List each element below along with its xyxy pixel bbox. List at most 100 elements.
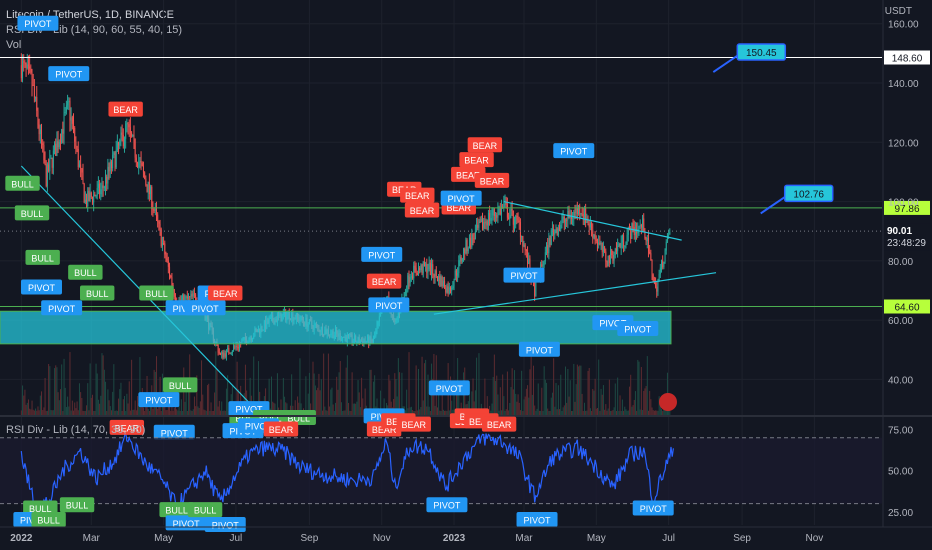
volume-bar xyxy=(508,410,510,415)
candle-body xyxy=(632,223,634,228)
candle-body xyxy=(71,117,73,124)
volume-bar xyxy=(413,410,415,415)
candle-body xyxy=(486,221,488,226)
volume-bar xyxy=(401,372,403,415)
volume-bar xyxy=(535,410,537,415)
volume-bar xyxy=(350,410,352,415)
rsi-title[interactable]: RSI Div - Lib (14, 70, 30, 90) xyxy=(6,424,146,436)
volume-bar xyxy=(458,395,460,415)
candle-body xyxy=(461,258,463,262)
volume-bar xyxy=(599,410,601,415)
volume-bar xyxy=(646,356,648,415)
volume-bar xyxy=(314,385,316,415)
volume-bar xyxy=(102,355,104,415)
volume-bar xyxy=(337,389,339,415)
candle-body xyxy=(48,164,50,172)
volume-bar xyxy=(323,353,325,415)
candle-body xyxy=(561,219,563,225)
candle-body xyxy=(594,234,596,240)
candle-body xyxy=(164,243,166,255)
volume-bar xyxy=(326,410,328,415)
volume-bar xyxy=(412,409,414,415)
flag-icon xyxy=(659,393,677,411)
volume-bar xyxy=(343,410,345,415)
candle-body xyxy=(33,85,35,98)
volume-bar xyxy=(312,361,314,415)
candle-body xyxy=(446,286,448,293)
volume-bar xyxy=(370,369,372,415)
candle-body xyxy=(455,270,457,276)
volume-bar xyxy=(310,403,312,415)
candle-body xyxy=(119,139,121,146)
volume-bar xyxy=(613,407,615,415)
target-box xyxy=(783,184,834,203)
volume-bar xyxy=(512,389,514,415)
price-tick: 100.00 xyxy=(888,198,919,209)
candle-body xyxy=(231,351,233,353)
candle-body xyxy=(435,270,437,277)
rsi-signal-box xyxy=(396,416,431,432)
volume-bar xyxy=(30,409,32,415)
candle-body xyxy=(614,248,616,255)
volume-bar xyxy=(655,410,657,415)
candle-body xyxy=(223,353,225,358)
volume-bar xyxy=(490,410,492,415)
x-tick: Sep xyxy=(733,533,751,544)
candle-body xyxy=(658,274,660,281)
candle-body xyxy=(173,289,175,297)
candle-body xyxy=(135,157,137,163)
last-price-tag xyxy=(884,223,930,251)
volume-bar xyxy=(474,390,476,415)
candle-body xyxy=(38,124,40,135)
candle-body xyxy=(518,220,520,223)
signal-label: BEAR xyxy=(113,105,138,115)
signal-label: PIVOT xyxy=(368,250,396,260)
candle-body xyxy=(36,97,38,111)
volume-bar xyxy=(588,367,590,415)
candle-body xyxy=(192,293,194,297)
signal-box xyxy=(467,137,503,153)
volume-bar xyxy=(78,383,80,415)
candle-body xyxy=(415,267,417,273)
volume-bar xyxy=(509,402,511,415)
volume-bar xyxy=(562,407,564,415)
volume-bar xyxy=(637,359,639,415)
volume-bar xyxy=(305,376,307,415)
volume-bar xyxy=(284,396,286,415)
candle-body xyxy=(442,281,444,287)
candle-body xyxy=(193,293,195,295)
candle-body xyxy=(502,206,504,208)
candle-body xyxy=(519,222,521,238)
candle-body xyxy=(593,234,595,238)
volume-bar xyxy=(89,363,91,415)
volume-bar xyxy=(318,373,320,415)
candle-body xyxy=(50,157,52,159)
candle-body xyxy=(221,352,223,355)
candle-body xyxy=(659,267,661,275)
volume-bar xyxy=(586,410,588,415)
volume-bar xyxy=(142,407,144,415)
volume-bar xyxy=(134,400,136,415)
candle-body xyxy=(89,192,91,201)
signal-label: PIVOT xyxy=(436,384,464,394)
candle-body xyxy=(579,205,581,215)
volume-label[interactable]: Vol xyxy=(6,39,22,51)
volume-bar xyxy=(404,410,406,415)
volume-bar xyxy=(351,372,353,415)
volume-bar xyxy=(286,403,288,415)
signal-box xyxy=(404,202,440,218)
volume-bar xyxy=(198,407,200,415)
signal-box xyxy=(503,267,545,283)
candle-body xyxy=(43,145,45,161)
signal-label: BEAR xyxy=(456,170,481,180)
candle-body xyxy=(479,221,481,223)
volume-bar xyxy=(434,405,436,415)
volume-bar xyxy=(643,390,645,415)
volume-bar xyxy=(32,409,34,415)
volume-bar xyxy=(126,393,128,415)
rsi-signal-label: BULL xyxy=(194,506,217,516)
volume-bar xyxy=(569,380,571,415)
candle-body xyxy=(511,209,513,211)
volume-bar xyxy=(426,406,428,415)
